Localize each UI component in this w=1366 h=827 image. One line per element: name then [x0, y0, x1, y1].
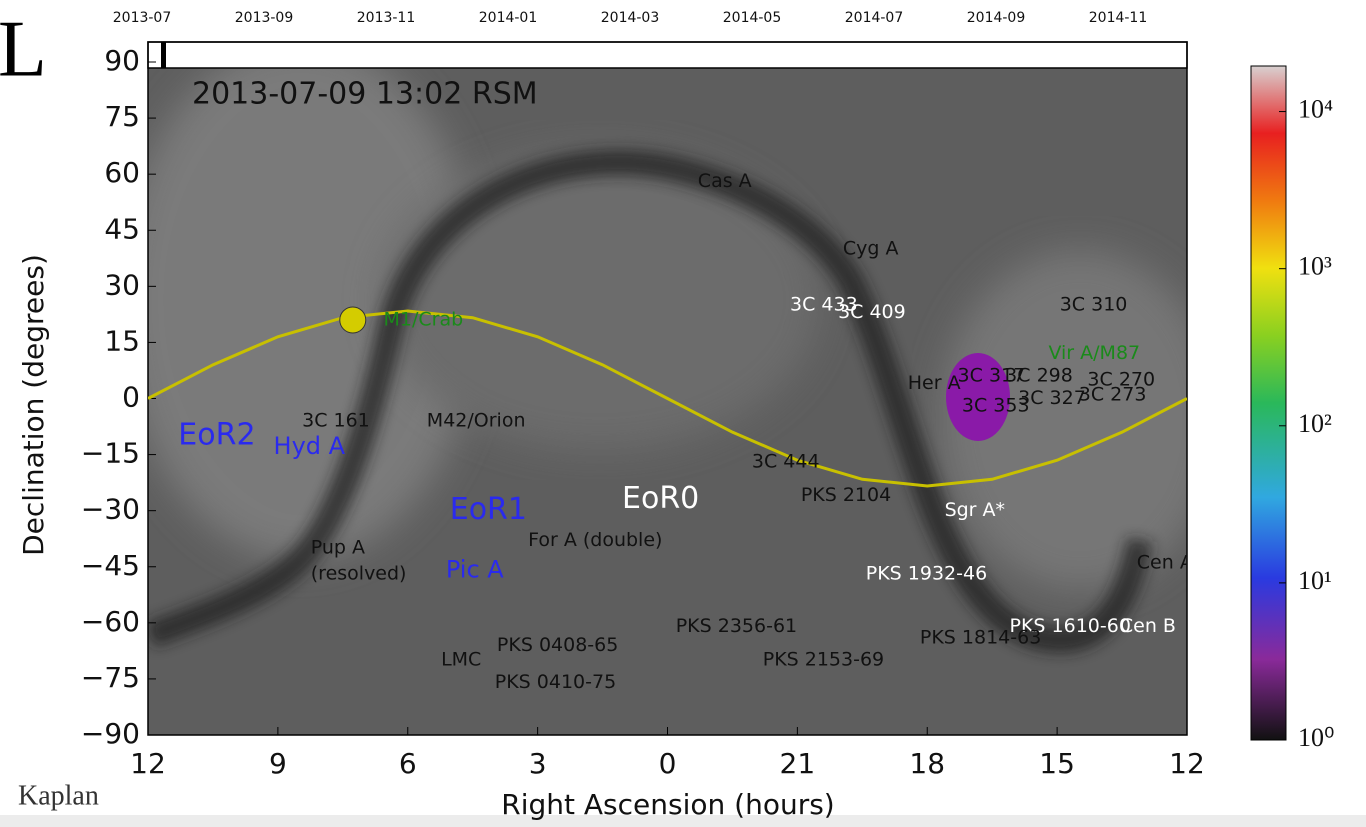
y-tick-label: 45: [104, 212, 140, 245]
colorbar-tick-label: 10¹: [1298, 566, 1332, 595]
source-label: Cas A: [698, 170, 752, 192]
source-label: 3C 353: [962, 394, 1030, 416]
source-label: Cyg A: [843, 237, 899, 259]
sun-marker: [340, 307, 366, 333]
source-label: PKS 0410-75: [495, 671, 616, 693]
x-tick-label: 9: [269, 747, 287, 780]
source-label: 3C 273: [1079, 383, 1147, 405]
source-label: Vir A/M87: [1048, 342, 1140, 364]
y-tick-label: 0: [122, 381, 140, 414]
timeline-label: 2013-07: [113, 10, 172, 26]
source-label: PKS 0408-65: [497, 634, 618, 656]
timeline-label: 2014-09: [967, 10, 1026, 26]
y-tick-label: 30: [104, 268, 140, 301]
timeline-label: 2013-09: [235, 10, 294, 26]
source-label: M42/Orion: [427, 409, 526, 431]
source-label: Her A: [908, 372, 961, 394]
y-tick-label: −45: [81, 549, 140, 582]
source-label: 3C 409: [838, 301, 906, 323]
source-label: PKS 2356-61: [676, 615, 797, 637]
source-label: M1/Crab: [384, 308, 464, 330]
timeline-bar: [148, 42, 1187, 68]
y-tick-label: −30: [81, 493, 140, 526]
y-tick-label: −90: [81, 717, 140, 750]
source-label: LMC: [441, 649, 481, 671]
timeline-label: 2013-11: [357, 10, 416, 26]
slide-heading: L: [0, 5, 47, 93]
x-tick-label: 21: [780, 747, 816, 780]
source-label: 3C 298: [1005, 365, 1073, 387]
colorbar-tick-label: 10⁴: [1298, 95, 1333, 124]
timeline-label: 2014-03: [601, 10, 660, 26]
x-tick-label: 18: [909, 747, 945, 780]
timeline-label: 2014-07: [845, 10, 904, 26]
chart: L Kaplan 2013-07-09 13:02 RSM Right Asce…: [0, 0, 1366, 827]
x-tick-label: 12: [130, 747, 166, 780]
timeline-label: 2014-05: [723, 10, 782, 26]
slide-author: Kaplan: [18, 780, 99, 811]
source-label: PKS 2104: [801, 484, 891, 506]
source-label: 3C 161: [302, 409, 370, 431]
y-tick-label: 90: [104, 44, 140, 77]
source-label: (resolved): [311, 563, 407, 585]
y-tick-label: 15: [104, 324, 140, 357]
y-tick-label: −75: [81, 661, 140, 694]
source-label: 3C 310: [1060, 294, 1128, 316]
y-axis-label: Declination (degrees): [17, 254, 50, 556]
field-label: EoR2: [178, 417, 255, 452]
timeline-label: 2014-01: [479, 10, 538, 26]
source-label: 3C 444: [752, 451, 820, 473]
timeline-label: 2014-11: [1089, 10, 1148, 26]
x-axis-label: Right Ascension (hours): [501, 788, 834, 821]
source-label: PKS 1932-46: [866, 563, 987, 585]
source-label: Cen B: [1120, 615, 1176, 637]
colorbar-tick-label: 10⁰: [1298, 723, 1334, 752]
source-label: PKS 1814-63: [920, 626, 1041, 648]
source-label: Pic A: [446, 555, 504, 583]
source-label: Pup A: [311, 537, 365, 559]
source-label: For A (double): [528, 529, 662, 551]
timeline-marker: [161, 42, 166, 68]
x-tick-label: 3: [529, 747, 547, 780]
source-label: PKS 2153-69: [763, 649, 884, 671]
colorbar-tick-label: 10²: [1298, 409, 1332, 438]
x-tick-label: 15: [1039, 747, 1075, 780]
y-tick-label: 60: [104, 156, 140, 189]
source-label: Hyd A: [274, 432, 346, 460]
x-tick-label: 6: [399, 747, 417, 780]
y-tick-label: −60: [81, 605, 140, 638]
field-label: EoR1: [450, 492, 527, 527]
colorbar-tick-label: 10³: [1298, 252, 1332, 281]
source-label: Sgr A*: [945, 499, 1005, 521]
y-tick-label: −15: [81, 437, 140, 470]
chart-title: 2013-07-09 13:02 RSM: [192, 77, 538, 112]
y-tick-label: 75: [104, 100, 140, 133]
field-label: EoR0: [622, 481, 699, 516]
colorbar: [1251, 66, 1286, 740]
x-tick-label: 12: [1169, 747, 1205, 780]
x-tick-label: 0: [659, 747, 677, 780]
page: L Kaplan 2013-07-09 13:02 RSM Right Asce…: [0, 0, 1366, 827]
